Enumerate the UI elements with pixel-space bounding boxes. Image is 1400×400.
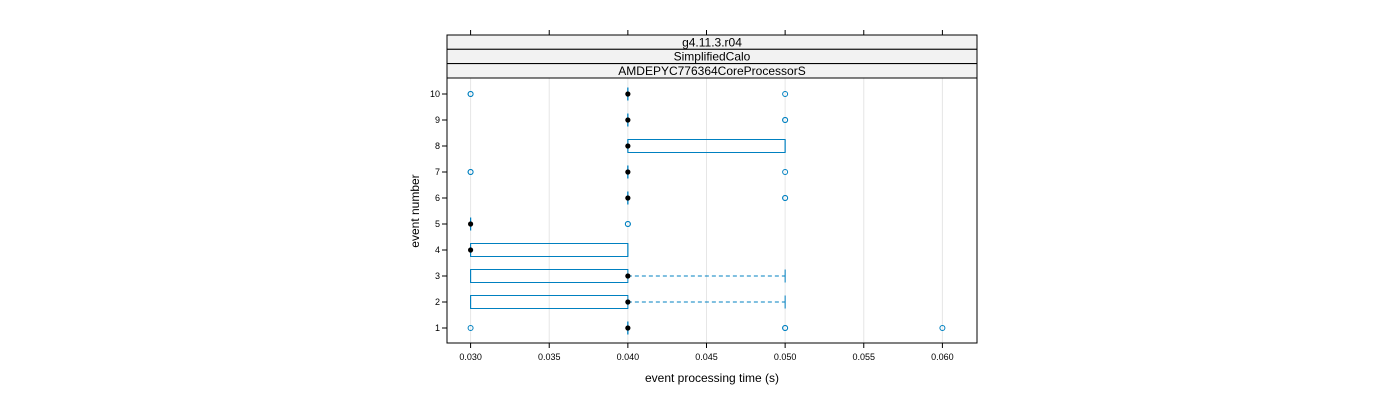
- y-tick-label-1: 1: [435, 323, 440, 333]
- event-5-outlier-1: [624, 221, 631, 227]
- event-9-outlier-1: [782, 117, 789, 123]
- event-3-median: [625, 273, 631, 279]
- plot-panel-frame: [446, 77, 978, 344]
- event-6-median: [625, 195, 631, 201]
- x-tick-label-5: 0.055: [852, 352, 875, 362]
- strip-3-bg: [446, 63, 978, 79]
- strip-3-label: AMDEPYC776364CoreProcessorS: [618, 64, 805, 78]
- y-tick-label-10: 10: [430, 89, 440, 99]
- strip-1: g4.11.3.r04: [446, 34, 978, 50]
- event-9-median: [625, 117, 631, 123]
- event-7-median: [625, 169, 631, 175]
- strip-2-label: SimplifiedCalo: [674, 50, 751, 64]
- event-7-outlier-2: [782, 169, 789, 175]
- y-axis-title: event number: [408, 174, 422, 247]
- grid-lines: [470, 78, 943, 343]
- strip-1-label: g4.11.3.r04: [682, 35, 742, 49]
- event-2-median: [625, 299, 631, 305]
- x-tick-label-0: 0.030: [459, 352, 482, 362]
- y-tick-label-2: 2: [435, 297, 440, 307]
- y-tick-label-3: 3: [435, 271, 440, 281]
- strip-2: SimplifiedCalo: [446, 48, 978, 65]
- x-tick-label-6: 0.060: [931, 352, 954, 362]
- event-1-outlier-0: [467, 325, 474, 331]
- event-8-median: [625, 143, 631, 149]
- event-4-median: [467, 247, 474, 253]
- y-tick-label-7: 7: [435, 167, 440, 177]
- y-tick-label-5: 5: [435, 219, 440, 229]
- strip-3: AMDEPYC776364CoreProcessorS: [446, 63, 978, 79]
- y-tick-label-8: 8: [435, 141, 440, 151]
- event-5-median: [467, 221, 474, 227]
- event-1-outlier-2: [782, 325, 789, 331]
- axes: 0.030 0.035 0.040 0.045 0.050 0.055 0.060 1 2 3 4 5…: [430, 30, 954, 362]
- y-tick-label-9: 9: [435, 115, 440, 125]
- x-tick-label-1: 0.035: [538, 352, 561, 362]
- event-10-outlier-1: [467, 91, 474, 97]
- box-layer: [467, 87, 946, 335]
- event-7-outlier-1: [467, 169, 474, 175]
- event-10-outlier-2: [782, 91, 789, 97]
- event-1-median: [625, 325, 631, 331]
- x-tick-label-3: 0.045: [695, 352, 718, 362]
- event-6-outlier-1: [782, 195, 789, 201]
- x-tick-label-4: 0.050: [774, 352, 797, 362]
- event-10-median: [625, 91, 631, 97]
- x-tick-label-2: 0.040: [617, 352, 640, 362]
- y-tick-label-6: 6: [435, 193, 440, 203]
- x-axis-title: event processing time (s): [645, 371, 779, 385]
- y-tick-label-4: 4: [435, 245, 440, 255]
- event-1-outlier-3: [939, 325, 946, 331]
